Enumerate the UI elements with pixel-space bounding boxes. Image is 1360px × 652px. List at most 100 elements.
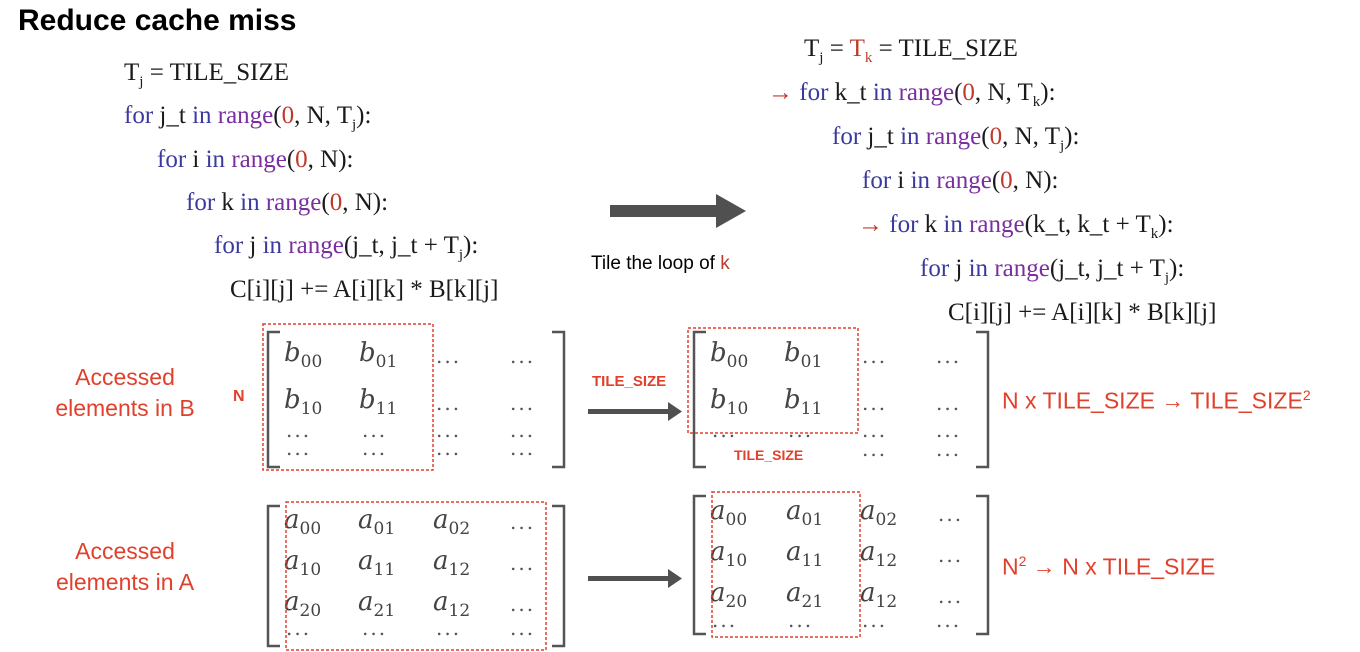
dots: ...: [362, 616, 388, 640]
bracket-right: [552, 504, 566, 648]
b00: b00: [284, 338, 323, 373]
b-left-highlight: [262, 323, 434, 471]
right-code-line-3: for j_t in range(0, N, Tj):: [832, 123, 1080, 154]
a10: a10: [284, 546, 322, 581]
left-code-line-2: for j_t in range(0, N, Tj):: [124, 102, 372, 133]
b01-right: b01: [784, 338, 823, 373]
bracket-left: [266, 330, 280, 469]
a02: a02: [433, 505, 471, 540]
a12-row3: a12: [433, 587, 471, 622]
dots: ...: [436, 344, 462, 368]
dots: ...: [862, 391, 888, 415]
a21-right: a21: [786, 578, 824, 613]
right-code-line-1: Tj = Tk = TILE_SIZE: [804, 35, 1018, 66]
a01: a01: [358, 505, 396, 540]
dots: ...: [712, 608, 738, 632]
dots: ...: [436, 418, 462, 442]
left-code-line-3: for i in range(0, N):: [157, 146, 354, 173]
b11-right: b11: [784, 385, 823, 420]
a21: a21: [358, 587, 396, 622]
dots: ...: [862, 418, 888, 442]
dots: ...: [436, 436, 462, 460]
left-code-line-5: for j in range(j_t, j_t + Tj):: [214, 232, 479, 263]
a00-right: a00: [710, 496, 748, 531]
dots: ...: [936, 437, 962, 461]
dots: ...: [788, 608, 814, 632]
dots: ...: [862, 608, 888, 632]
dots: ...: [436, 616, 462, 640]
b-right-highlight: [687, 327, 859, 434]
left-code-line-6: C[i][j] += A[i][k] * B[k][j]: [230, 276, 499, 303]
dots: ...: [862, 437, 888, 461]
dots: ...: [510, 616, 536, 640]
dots: ...: [936, 391, 962, 415]
dots: ...: [788, 418, 814, 442]
a10-right: a10: [710, 537, 748, 572]
right-code-line-2: → for k_t in range(0, N, Tk):: [768, 79, 1056, 110]
tile-caption: Tile the loop of k: [591, 253, 730, 274]
slide-title: Reduce cache miss: [18, 4, 297, 37]
a-arrow: [588, 569, 682, 588]
dots: ...: [286, 418, 312, 442]
a12: a12: [433, 546, 471, 581]
dots: ...: [938, 543, 964, 567]
right-code-line-7: C[i][j] += A[i][k] * B[k][j]: [948, 299, 1217, 326]
right-code-line-5: → for k in range(k_t, k_t + Tk):: [858, 211, 1174, 242]
left-code-line-4: for k in range(0, N):: [186, 189, 389, 216]
b10-right: b10: [710, 385, 749, 420]
a01-right: a01: [786, 496, 824, 531]
a00: a00: [284, 505, 322, 540]
dots: ...: [712, 418, 738, 442]
a20: a20: [284, 587, 322, 622]
label-accessed-b: Accessed elements in B: [55, 364, 195, 421]
dots: ...: [362, 436, 388, 460]
dots: ...: [510, 592, 536, 616]
dots: ...: [286, 436, 312, 460]
b01: b01: [359, 338, 398, 373]
dots: ...: [936, 418, 962, 442]
dots: ...: [510, 436, 536, 460]
transform-arrow: [610, 194, 746, 228]
a-left-highlight: [285, 501, 547, 651]
dots: ...: [362, 418, 388, 442]
b10: b10: [284, 385, 323, 420]
dots: ...: [510, 391, 536, 415]
tile-size-label-left: TILE_SIZE: [592, 373, 667, 390]
bracket-right: [976, 494, 990, 636]
tile-size-label-right: TILE_SIZE: [734, 447, 804, 463]
right-code-line-4: for i in range(0, N):: [862, 167, 1059, 194]
dots: ...: [510, 418, 536, 442]
dots: ...: [936, 344, 962, 368]
b00-right: b00: [710, 338, 749, 373]
dots: ...: [286, 616, 312, 640]
bracket-left: [266, 504, 280, 648]
a20-right: a20: [710, 578, 748, 613]
dots: ...: [510, 551, 536, 575]
dots: ...: [938, 502, 964, 526]
a11: a11: [358, 546, 396, 581]
dots: ...: [510, 344, 536, 368]
bracket-right: [976, 330, 990, 469]
a-right-highlight: [711, 491, 861, 638]
label-accessed-a: Accessed elements in A: [55, 538, 195, 595]
bracket-left: [692, 494, 706, 636]
dots: ...: [862, 344, 888, 368]
right-code-line-6: for j in range(j_t, j_t + Tj):: [920, 255, 1185, 286]
bracket-right: [552, 330, 566, 469]
a-change-label: N2 → N x TILE_SIZE: [1002, 553, 1216, 580]
a12-right-row3: a12: [860, 578, 898, 613]
a12-right: a12: [860, 537, 898, 572]
n-label: N: [233, 388, 245, 405]
dots: ...: [436, 391, 462, 415]
b11: b11: [359, 385, 398, 420]
dots: ...: [510, 510, 536, 534]
left-code-line-1: Tj = TILE_SIZE: [124, 59, 290, 90]
a02-right: a02: [860, 496, 898, 531]
b-arrow: [588, 402, 682, 421]
dots: ...: [936, 608, 962, 632]
a11-right: a11: [786, 537, 824, 572]
b-change-label: N x TILE_SIZE → TILE_SIZE2: [1002, 387, 1311, 414]
bracket-left: [692, 330, 706, 469]
